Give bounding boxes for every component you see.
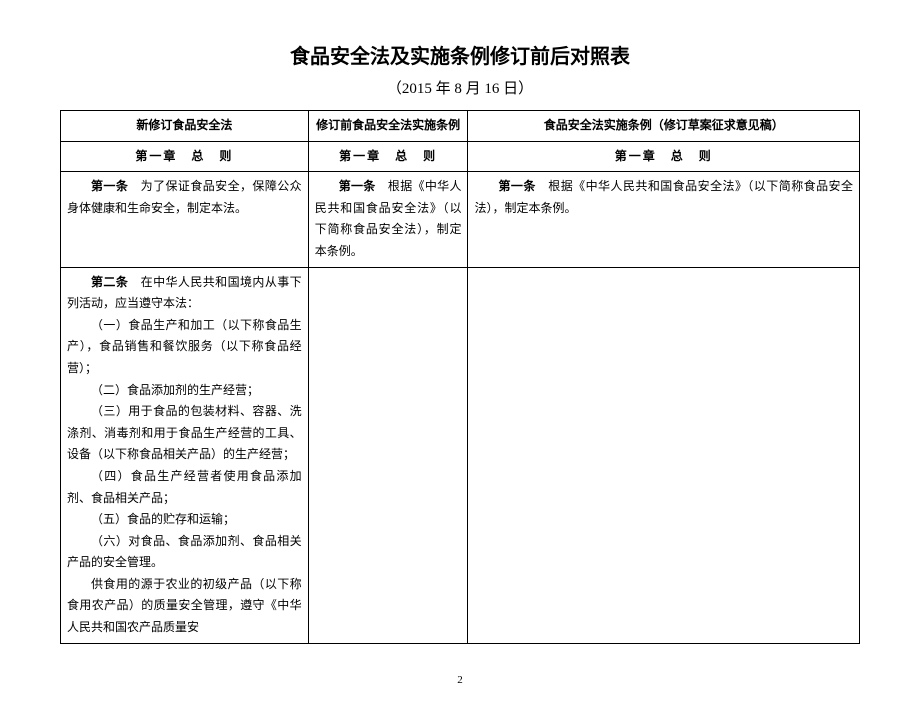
chapter-cell-2: 第一章 总 则 (308, 141, 468, 172)
article-label: 第一条 (91, 179, 128, 193)
comparison-table: 新修订食品安全法 修订前食品安全法实施条例 食品安全法实施条例（修订草案征求意见… (60, 110, 860, 644)
article-1-col3: 第一条 根据《中华人民共和国食品安全法》（以下简称食品安全法），制定本条例。 (468, 172, 860, 267)
chapter-cell-3: 第一章 总 则 (468, 141, 860, 172)
article-2-col3 (468, 267, 860, 643)
list-item: （一）食品生产和加工（以下称食品生产），食品销售和餐饮服务（以下称食品经营）； (67, 315, 302, 380)
list-item: （四）食品生产经营者使用食品添加剂、食品相关产品； (67, 466, 302, 509)
page-subtitle: （2015 年 8 月 16 日） (60, 77, 860, 98)
article-2-col1: 第二条 在中华人民共和国境内从事下列活动，应当遵守本法： （一）食品生产和加工（… (61, 267, 309, 643)
list-item: （三）用于食品的包装材料、容器、洗涤剂、消毒剂和用于食品生产经营的工具、设备（以… (67, 401, 302, 466)
page-number: 2 (60, 674, 860, 686)
paragraph: 供食用的源于农业的初级产品（以下称食用农产品）的质量安全管理，遵守《中华人民共和… (67, 574, 302, 639)
article-2-col2 (308, 267, 468, 643)
article-label: 第二条 (91, 275, 128, 289)
article-label: 第一条 (498, 179, 535, 193)
article-1-col2: 第一条 根据《中华人民共和国食品安全法》（以下简称食品安全法），制定本条例。 (308, 172, 468, 267)
article-label: 第一条 (339, 179, 376, 193)
list-item: （五）食品的贮存和运输； (67, 509, 302, 531)
article-1-col1: 第一条 为了保证食品安全，保障公众身体健康和生命安全，制定本法。 (61, 172, 309, 267)
column-header-3: 食品安全法实施条例（修订草案征求意见稿） (468, 111, 860, 142)
page-title: 食品安全法及实施条例修订前后对照表 (60, 40, 860, 69)
article-2-row: 第二条 在中华人民共和国境内从事下列活动，应当遵守本法： （一）食品生产和加工（… (61, 267, 860, 643)
column-header-1: 新修订食品安全法 (61, 111, 309, 142)
article-text: 根据《中华人民共和国食品安全法》（以下简称食品安全法），制定本条例。 (315, 179, 462, 258)
list-item: （二）食品添加剂的生产经营； (67, 380, 302, 402)
chapter-row: 第一章 总 则 第一章 总 则 第一章 总 则 (61, 141, 860, 172)
article-1-row: 第一条 为了保证食品安全，保障公众身体健康和生命安全，制定本法。 第一条 根据《… (61, 172, 860, 267)
chapter-cell-1: 第一章 总 则 (61, 141, 309, 172)
column-header-2: 修订前食品安全法实施条例 (308, 111, 468, 142)
table-header-row: 新修订食品安全法 修订前食品安全法实施条例 食品安全法实施条例（修订草案征求意见… (61, 111, 860, 142)
list-item: （六）对食品、食品添加剂、食品相关产品的安全管理。 (67, 531, 302, 574)
